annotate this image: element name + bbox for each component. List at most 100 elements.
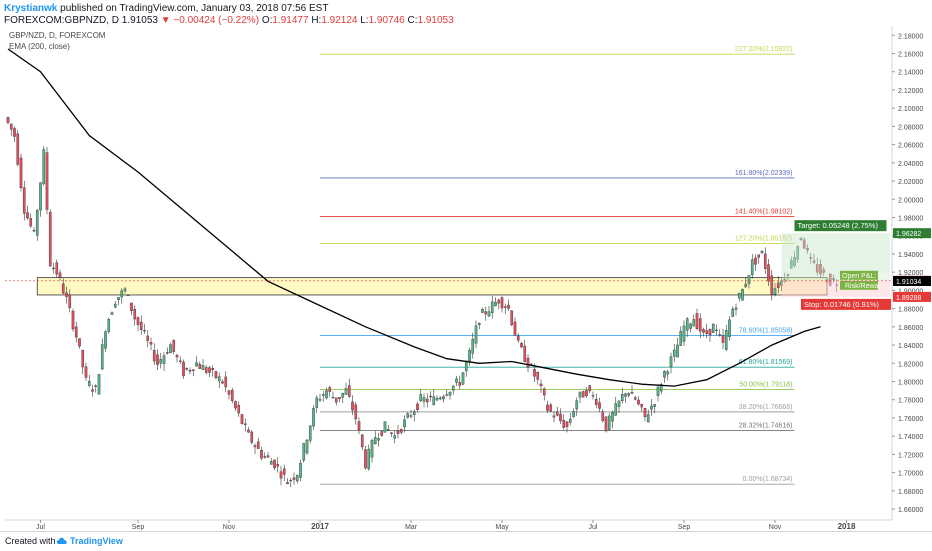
candle-body [516,335,520,341]
candle-body [490,301,494,313]
target-label-box [794,220,887,232]
candle-body [198,364,202,369]
candle-body [763,253,767,269]
candle-body [48,212,52,267]
candle-body [305,439,309,454]
candle-body [354,404,358,420]
candle-body [123,288,127,292]
candle-body [227,390,231,395]
ema-line [7,48,821,387]
candle-body [429,395,432,398]
price-tick-label: 2.18000 [898,33,923,40]
candle-body [754,257,757,265]
candle-body [620,394,624,402]
candle-body [666,371,670,375]
candle-body [253,445,257,448]
candle-body [510,310,514,326]
footer: Created with TradingView [0,531,932,551]
price-tick-label: 1.72000 [898,452,923,459]
candle-body [136,317,140,325]
candle-body [195,362,198,367]
price-tick-label: 1.98000 [898,216,923,223]
candle-body [152,350,156,362]
candle-body [598,402,601,409]
chart-legend: GBP/NZD, D, FOREXCOM EMA (200, close) [9,30,105,52]
candle-body [773,288,777,295]
price-chart[interactable]: 227.20%(2.15922) 161.80%(2.02339) 141.40%(… [0,26,932,531]
candle-body [474,325,478,344]
candle-body [653,404,657,407]
fibonacci-extension[interactable]: 227.20%(2.15922) 161.80%(2.02339) 141.40%(… [320,46,795,485]
candle-body [607,415,611,430]
fib-level-label: 0.00%(1.68734) [743,476,793,483]
candle-body [221,381,224,384]
candle-body [640,404,644,408]
low-label: L: [360,15,369,26]
target-label: Target: 0.05248 (2.75%) [798,221,879,230]
candle-body [9,123,13,130]
candle-body [432,396,436,405]
candle-body [585,390,588,397]
published-text: published on TradingView.com, January 03… [57,3,329,14]
candle-body [373,437,377,445]
candle-body [266,455,270,458]
candle-body [299,462,302,478]
fib-level-label: 78.60%(1.85058) [739,327,793,334]
support-zone [36,277,828,296]
legend-indicator[interactable]: EMA (200, close) [9,42,70,51]
support-zone-rect[interactable] [36,277,828,296]
candle-body [513,321,517,336]
candle-body [130,302,133,311]
candle-body [812,260,816,263]
price-tick-label: 2.00000 [898,197,923,204]
candle-body [815,264,819,273]
candle-body [578,391,582,398]
candle-body [604,416,608,432]
tradingview-cloud-icon [56,537,67,544]
candle-body [760,250,764,253]
candle-body [796,246,800,260]
candle-body [201,365,205,370]
candle-body [341,392,345,398]
candle-body [302,443,306,461]
high-label: H: [311,15,322,26]
candle-body [630,392,634,394]
symbol-label[interactable]: FOREXCOM:GBPNZD, D [4,15,120,26]
candle-body [295,475,299,482]
candle-body [52,267,55,270]
candle-body [84,366,88,378]
candle-body [159,359,163,364]
candle-body [455,378,458,383]
candle-body [65,292,68,297]
candle-body [757,254,761,258]
candle-body [692,319,696,327]
candle-body [247,429,250,433]
candle-body [503,306,507,308]
candle-body [16,133,20,165]
author-link[interactable]: Krystianwk [4,3,58,14]
candle-body [19,157,23,189]
candle-body [568,418,572,423]
candle-body [461,372,465,385]
candle-body [172,339,176,352]
long-position-tool[interactable]: Target: 0.05248 (2.75%) Open P&L: 0.0 Risk… [781,220,892,310]
candle-body [250,431,254,443]
chart-header: Krystianwk published on TradingView.com,… [4,3,454,27]
candle-body [191,369,195,371]
candle-body [308,425,312,441]
tradingview-logo-text[interactable]: TradingView [70,536,123,546]
candle-body [331,397,335,399]
candle-body [347,385,351,397]
candle-body [419,394,423,401]
candle-body [536,372,540,380]
candle-body [256,441,260,449]
candle-body [659,384,663,392]
last-price: 1.91053 [121,15,158,26]
fib-level-label: 141.40%(1.98102) [735,209,793,216]
candle-body [357,421,361,431]
candle-body [107,319,111,332]
candle-body [627,393,631,396]
candle-body [575,400,579,410]
high-value: 1.92124 [321,15,358,26]
price-tick-label: 2.02000 [898,179,923,186]
